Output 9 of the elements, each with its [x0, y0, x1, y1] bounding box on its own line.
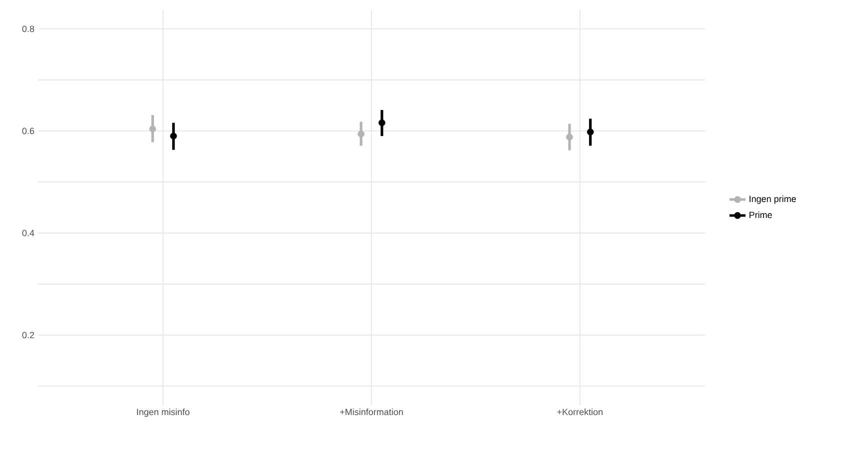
legend-label: Ingen prime	[750, 195, 796, 204]
y-tick-label: 0.4	[22, 230, 34, 236]
legend-label: Prime	[750, 211, 772, 218]
y-tick-label: 0.6	[22, 128, 34, 134]
y-tick-label: 0.2	[22, 332, 34, 338]
x-tick-label: +Korrektion	[557, 408, 602, 416]
x-tick-label: +Misinformation	[340, 408, 403, 416]
x-tick-label: Ingen misinfo	[137, 408, 190, 417]
y-tick-label: 0.8	[22, 26, 34, 32]
